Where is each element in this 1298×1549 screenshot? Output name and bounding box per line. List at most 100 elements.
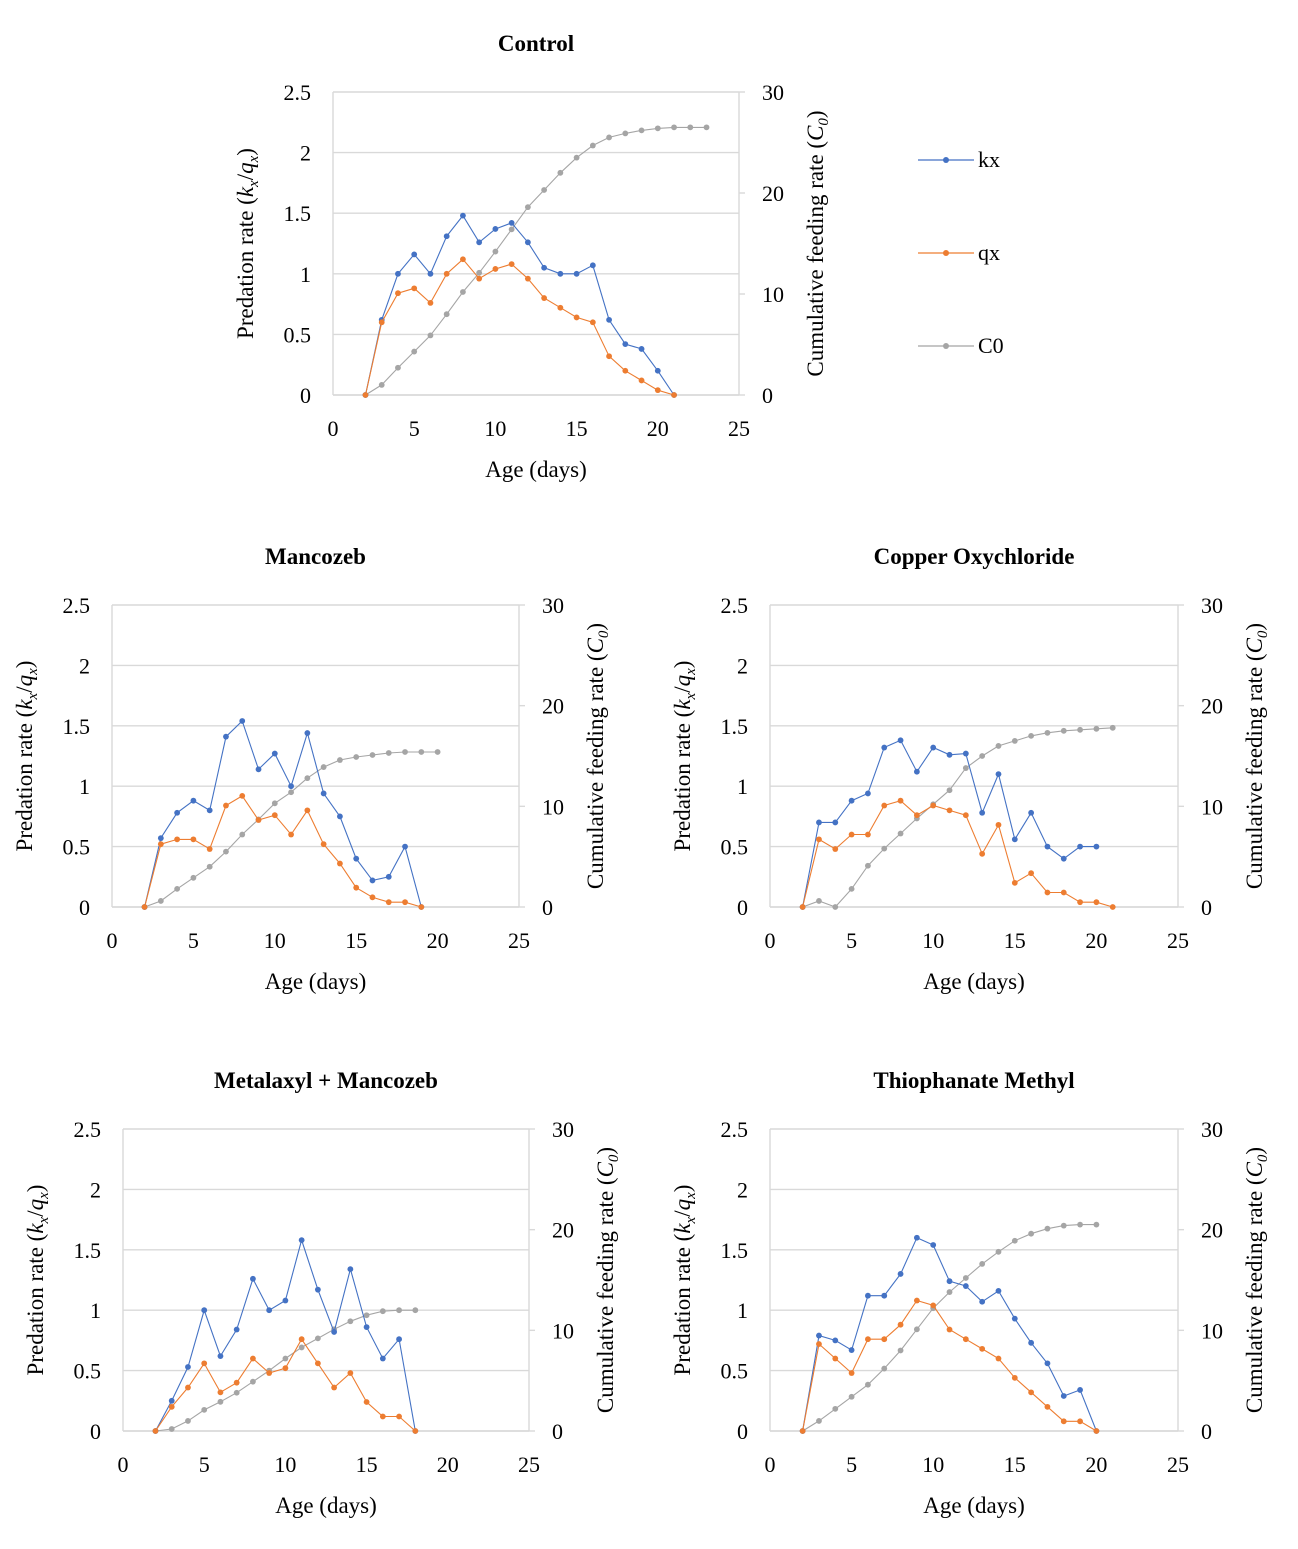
data-point-c0 (304, 775, 311, 782)
data-point-qx (865, 1336, 871, 1343)
y-right-tick-label: 20 (762, 181, 784, 206)
y-tick-label: 0.5 (284, 322, 312, 347)
data-point-kx (606, 316, 612, 323)
data-point-kx (897, 1271, 904, 1277)
data-point-kx (460, 212, 466, 219)
x-tick-label: 20 (427, 928, 449, 953)
data-point-c0 (995, 1248, 1002, 1255)
data-point-kx (206, 807, 213, 814)
data-point-qx (353, 884, 360, 891)
data-point-c0 (217, 1398, 224, 1405)
data-point-qx (897, 797, 904, 804)
series-c0 (141, 749, 441, 910)
data-point-c0 (1077, 1221, 1083, 1228)
data-point-c0 (881, 1365, 888, 1372)
x-tick-label: 15 (345, 928, 367, 953)
data-point-kx (589, 262, 596, 269)
data-point-qx (524, 275, 531, 282)
x-tick-label: 0 (328, 416, 339, 441)
data-point-c0 (385, 750, 392, 756)
data-point-c0 (606, 134, 612, 141)
chart-title: Control (498, 31, 574, 56)
series-line-qx (364, 258, 675, 396)
data-point-kx (282, 1297, 289, 1304)
data-point-kx (979, 1298, 986, 1305)
data-point-kx (962, 750, 969, 757)
series-line-kx (155, 1238, 416, 1432)
data-point-qx (427, 299, 434, 306)
data-point-c0 (557, 169, 564, 176)
data-point-kx (946, 1278, 953, 1285)
data-point-kx (331, 1329, 338, 1335)
series-line-qx (155, 1338, 416, 1432)
x-tick-label: 25 (1167, 928, 1189, 953)
legend-label-qx: qx (978, 240, 1000, 265)
x-tick-label: 15 (356, 1452, 378, 1477)
y-axis-label-right: Cumulative feeding rate (C0​) (803, 110, 832, 376)
chart-mancozeb: Mancozeb 0 0.5 1 1.5 2 2.5 0 10 20 30 0 5 10 15 20 25 Age… (12, 544, 612, 994)
y-axis-label: Predation rate (kx​/qx​) (670, 661, 699, 852)
y-right-tick-label: 0 (542, 895, 553, 920)
y-right-tick-label: 20 (1201, 694, 1223, 719)
data-point-kx (524, 239, 531, 246)
y-tick-label: 1.5 (284, 201, 312, 226)
data-point-kx (168, 1397, 175, 1404)
y-right-tick-label: 30 (1201, 593, 1223, 618)
data-point-kx (239, 718, 246, 724)
data-point-qx (255, 817, 262, 823)
y-tick-label: 2 (300, 141, 311, 166)
data-point-kx (816, 819, 822, 826)
data-point-c0 (314, 1335, 321, 1342)
data-point-c0 (363, 1312, 370, 1319)
data-point-qx (573, 314, 580, 321)
data-point-c0 (816, 1418, 822, 1424)
legend-marker-kx (943, 157, 949, 163)
data-point-kx (979, 809, 986, 816)
data-point-c0 (337, 757, 343, 763)
y-tick-label: 0.5 (721, 835, 749, 860)
data-point-qx (913, 812, 920, 819)
data-point-kx (385, 873, 392, 880)
data-point-qx (1077, 1418, 1083, 1425)
data-point-c0 (157, 898, 164, 904)
data-point-c0 (979, 753, 986, 759)
data-point-kx (363, 1324, 370, 1331)
data-point-c0 (622, 130, 629, 137)
y-tick-label: 2.5 (63, 593, 91, 618)
data-point-kx (848, 1347, 855, 1353)
data-point-kx (288, 783, 294, 790)
y-right-tick-label: 0 (762, 383, 773, 408)
series-line-qx (144, 795, 422, 908)
x-tick-label: 10 (484, 416, 506, 441)
x-tick-label: 10 (922, 928, 944, 953)
data-point-c0 (411, 348, 418, 355)
y-tick-label: 0 (90, 1419, 101, 1444)
data-point-qx (157, 841, 164, 848)
data-point-kx (427, 270, 434, 277)
data-point-c0 (541, 187, 548, 193)
data-point-kx (995, 1287, 1002, 1294)
data-point-kx (508, 219, 515, 226)
data-point-qx (848, 1370, 855, 1376)
legend-item-C0: C0 (918, 333, 1004, 358)
data-point-qx (832, 1355, 839, 1362)
data-point-qx (995, 821, 1002, 828)
data-point-c0 (962, 765, 969, 771)
data-point-kx (395, 270, 401, 277)
data-point-kx (174, 809, 181, 816)
data-point-qx (271, 812, 278, 819)
data-point-qx (282, 1365, 289, 1372)
legend-label-kx: kx (978, 147, 1000, 172)
y-right-tick-label: 10 (542, 794, 564, 819)
data-point-qx (418, 904, 425, 910)
x-tick-label: 25 (728, 416, 750, 441)
data-point-kx (1011, 1315, 1018, 1322)
y-right-tick-label: 30 (1201, 1117, 1223, 1142)
x-tick-label: 0 (118, 1452, 129, 1477)
data-point-qx (1060, 1418, 1067, 1425)
data-point-kx (304, 730, 311, 736)
data-point-c0 (185, 1418, 191, 1424)
y-right-tick-label: 30 (542, 593, 564, 618)
series-kx (141, 718, 425, 910)
